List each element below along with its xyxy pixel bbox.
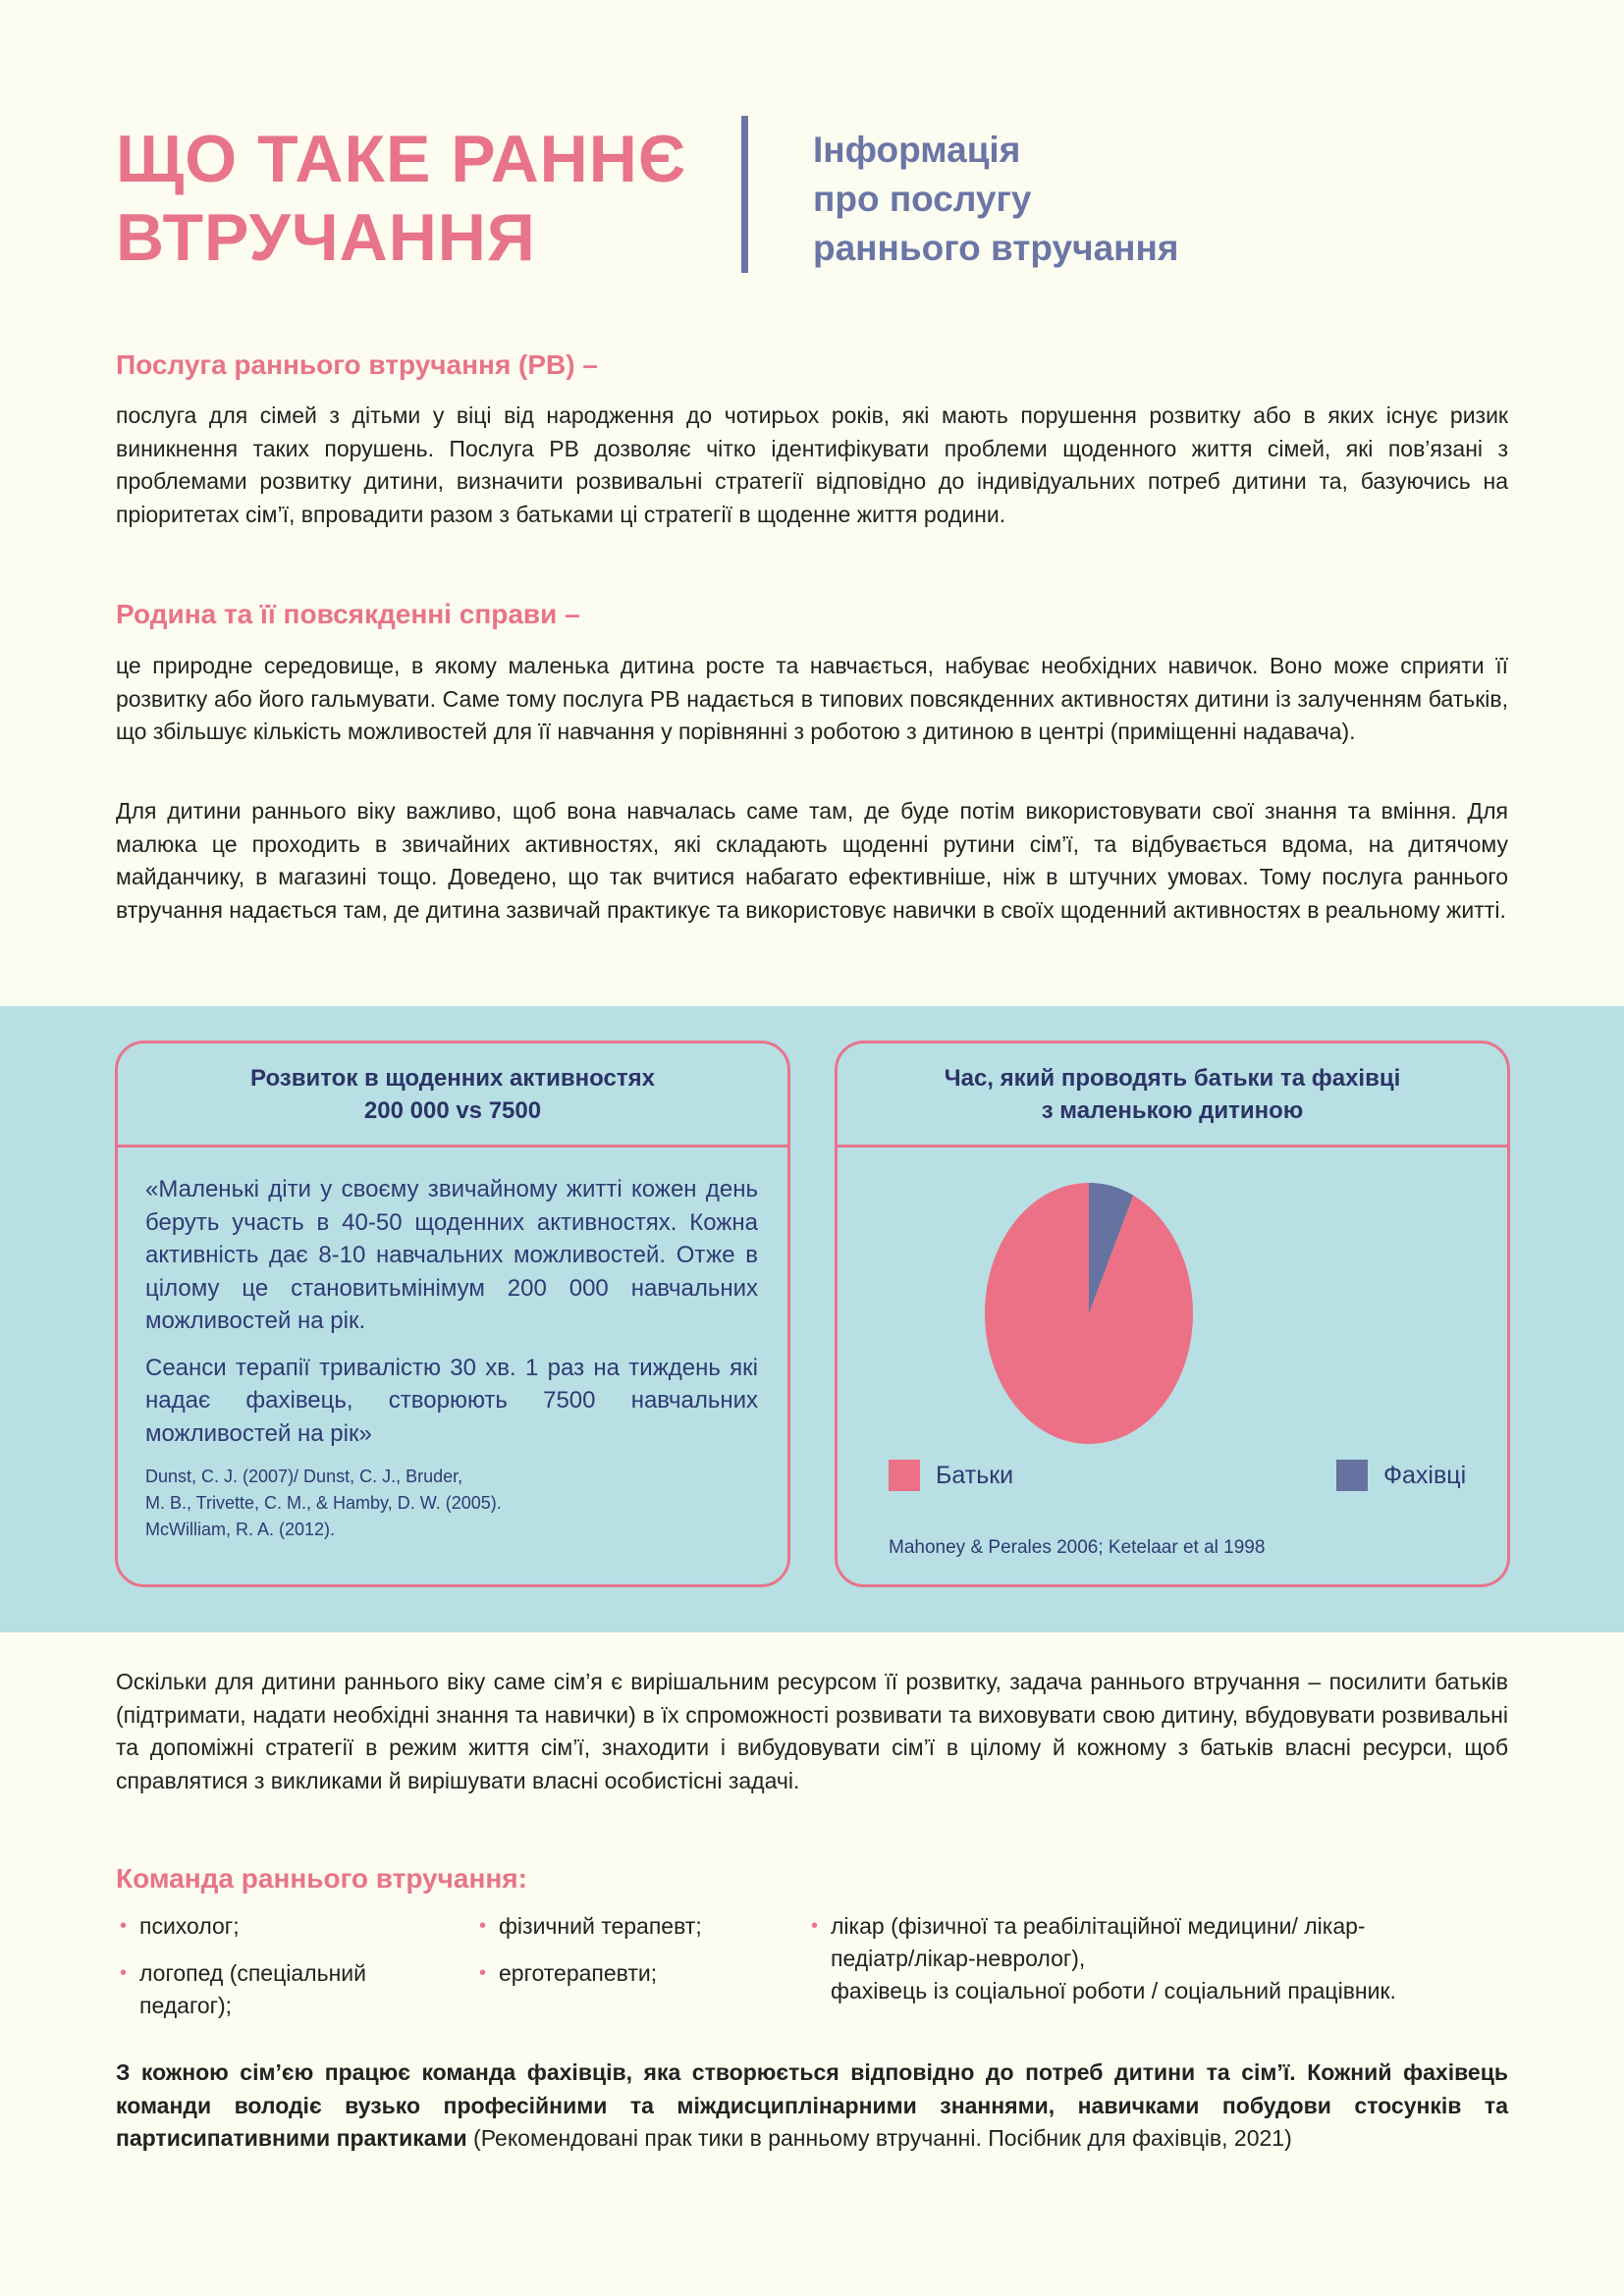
subtitle: Інформація про послугу раннього втручання (813, 126, 1178, 273)
quote-text: «Маленькі діти у своєму звичайному житті… (145, 1176, 758, 1334)
legend-label: Фахівці (1383, 1461, 1467, 1489)
team-item: фізичний терапевт; (479, 1910, 702, 1943)
title-line: ВТРУЧАННЯ (116, 200, 536, 275)
paragraph: послуга для сімей з дітьми у віці від на… (116, 402, 1508, 527)
chart-title-line: Час, який проводять батьки та фахівці (944, 1064, 1401, 1092)
section-heading: Послуга раннього втручання (РВ) – (116, 349, 598, 380)
info-band (0, 1006, 1624, 1632)
team-item: психолог; (120, 1910, 240, 1943)
legend-swatch (1336, 1460, 1368, 1491)
team-item: фахівець із соціальної роботи / соціальн… (831, 1978, 1396, 2003)
divider (741, 116, 748, 273)
closing-citation: (Рекомендовані прак тики в ранньому втру… (466, 2125, 1292, 2151)
chart-source: Mahoney & Perales 2006; Ketelaar et al 1… (889, 1537, 1266, 1558)
paragraph: Оскільки для дитини раннього віку саме с… (116, 1669, 1508, 1793)
team-heading: Команда раннього втручання: (116, 1863, 527, 1894)
paragraph: це природне середовище, в якому маленька… (116, 653, 1508, 744)
subtitle-line: раннього втручання (813, 228, 1179, 268)
closing-paragraph: З кожною сім’єю працює команда фахівців,… (116, 2056, 1508, 2156)
card-title: 200 000 vs 7500 (363, 1096, 542, 1124)
references: Dunst, C. J. (2007)/ Dunst, C. J., Brude… (118, 1464, 787, 1543)
card-header: Розвиток в щоденних активностях 200 000 v… (118, 1043, 787, 1148)
paragraph: Для дитини раннього віку важливо, щоб во… (116, 798, 1508, 923)
time-chart-card: Час, який проводять батьки та фахівці з м… (835, 1041, 1510, 1587)
subtitle-line: Інформація (813, 130, 1021, 170)
card-title: Розвиток в щоденних активностях (250, 1064, 655, 1092)
legend-label: Батьки (936, 1461, 1014, 1489)
pie-slice-1 (1089, 1183, 1134, 1313)
closing-bold: З кожною сім’єю працює команда фахівців,… (116, 2059, 1508, 2151)
legend-swatch (889, 1460, 920, 1491)
legend-item: Батьки (889, 1460, 1013, 1491)
quote-text: Сеанси терапії тривалістю 30 хв. 1 раз н… (145, 1354, 758, 1447)
chart-title-line: з маленькою дитиною (1041, 1096, 1304, 1124)
legend-item: Фахівці (1336, 1460, 1466, 1491)
reference: M. B., Trivette, C. M., & Hamby, D. W. (… (145, 1493, 502, 1513)
reference: McWilliam, R. A. (2012). (145, 1520, 336, 1539)
pie-chart (985, 1183, 1193, 1444)
activities-card: Розвиток в щоденних активностях 200 000 v… (115, 1041, 790, 1587)
page-title: ЩО ТАКЕ РАННЄ ВТРУЧАННЯ (116, 120, 725, 277)
team-item: ерготерапевти; (479, 1957, 657, 1990)
section-heading: Родина та її повсякденні справи – (116, 599, 580, 629)
title-line: ЩО ТАКЕ РАННЄ (116, 122, 687, 196)
reference: Dunst, C. J. (2007)/ Dunst, C. J., Brude… (145, 1467, 463, 1486)
chart-title: Час, який проводять батьки та фахівці з м… (838, 1043, 1507, 1148)
quote: «Маленькі діти у своєму звичайному житті… (118, 1148, 787, 1450)
team-item: логопед (спеціальний педагог); (120, 1957, 454, 2022)
subtitle-line: про послугу (813, 179, 1032, 219)
team-item: лікар (фізичної та реабілітаційної медиц… (811, 1910, 1400, 1975)
